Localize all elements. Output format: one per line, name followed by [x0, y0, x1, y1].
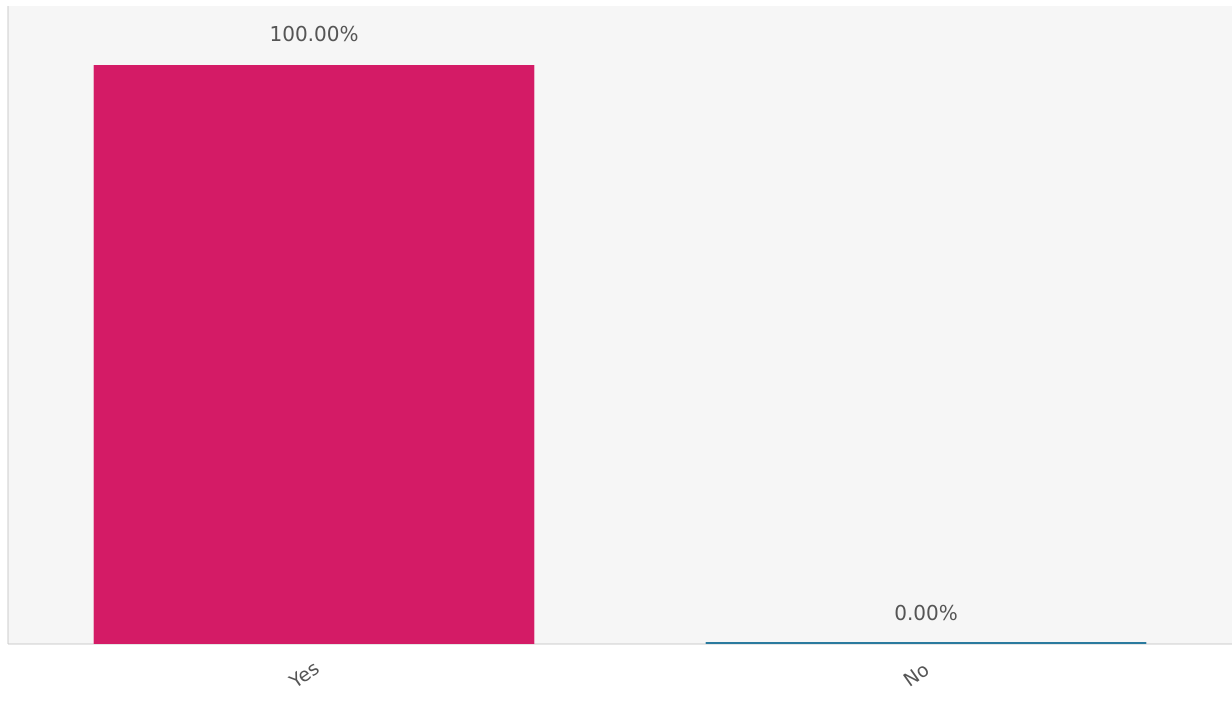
x-tick-label-no: No — [900, 659, 934, 692]
x-tick-label-yes: Yes — [285, 657, 324, 693]
value-label-yes: 100.00% — [270, 22, 359, 46]
bar-yes — [93, 65, 535, 644]
value-label-no: 0.00% — [894, 601, 958, 625]
x-tick-labels-group: Yes No — [285, 657, 934, 693]
value-labels-group: 100.00% 0.00% — [270, 22, 958, 625]
bars-group — [93, 65, 1147, 644]
